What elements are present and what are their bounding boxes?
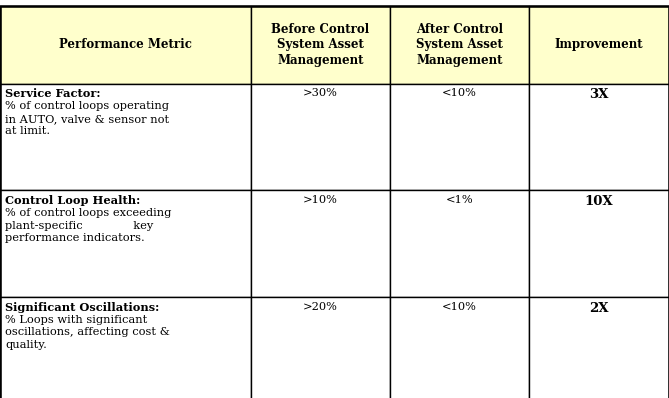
Text: <10%: <10% bbox=[442, 302, 477, 312]
Text: 3X: 3X bbox=[589, 88, 609, 101]
Bar bbox=[390, 297, 529, 398]
Bar bbox=[529, 84, 669, 190]
Bar bbox=[529, 6, 669, 84]
Bar bbox=[0, 190, 251, 297]
Bar bbox=[0, 84, 251, 190]
Text: % Loops with significant
oscillations, affecting cost &
quality.: % Loops with significant oscillations, a… bbox=[5, 315, 170, 349]
Text: >30%: >30% bbox=[303, 88, 338, 98]
Bar bbox=[251, 190, 390, 297]
Bar bbox=[529, 190, 669, 297]
Text: 10X: 10X bbox=[585, 195, 613, 208]
Text: Control Loop Health:: Control Loop Health: bbox=[5, 195, 140, 206]
Text: 2X: 2X bbox=[589, 302, 609, 315]
Bar bbox=[0, 6, 251, 84]
Bar bbox=[0, 297, 251, 398]
Text: After Control
System Asset
Management: After Control System Asset Management bbox=[416, 23, 503, 67]
Text: >10%: >10% bbox=[303, 195, 338, 205]
Bar bbox=[251, 84, 390, 190]
Text: % of control loops operating
in AUTO, valve & sensor not
at limit.: % of control loops operating in AUTO, va… bbox=[5, 101, 169, 136]
Bar bbox=[251, 6, 390, 84]
Text: % of control loops exceeding
plant-specific              key
performance indicat: % of control loops exceeding plant-speci… bbox=[5, 208, 172, 243]
Bar bbox=[390, 190, 529, 297]
Text: Service Factor:: Service Factor: bbox=[5, 88, 101, 100]
Text: Improvement: Improvement bbox=[555, 38, 644, 51]
Bar bbox=[251, 297, 390, 398]
Bar bbox=[529, 297, 669, 398]
Text: >20%: >20% bbox=[303, 302, 338, 312]
Bar bbox=[390, 6, 529, 84]
Text: <10%: <10% bbox=[442, 88, 477, 98]
Bar bbox=[390, 84, 529, 190]
Text: Performance Metric: Performance Metric bbox=[59, 38, 192, 51]
Text: Significant Oscillations:: Significant Oscillations: bbox=[5, 302, 160, 313]
Text: Before Control
System Asset
Management: Before Control System Asset Management bbox=[272, 23, 369, 67]
Text: <1%: <1% bbox=[446, 195, 474, 205]
